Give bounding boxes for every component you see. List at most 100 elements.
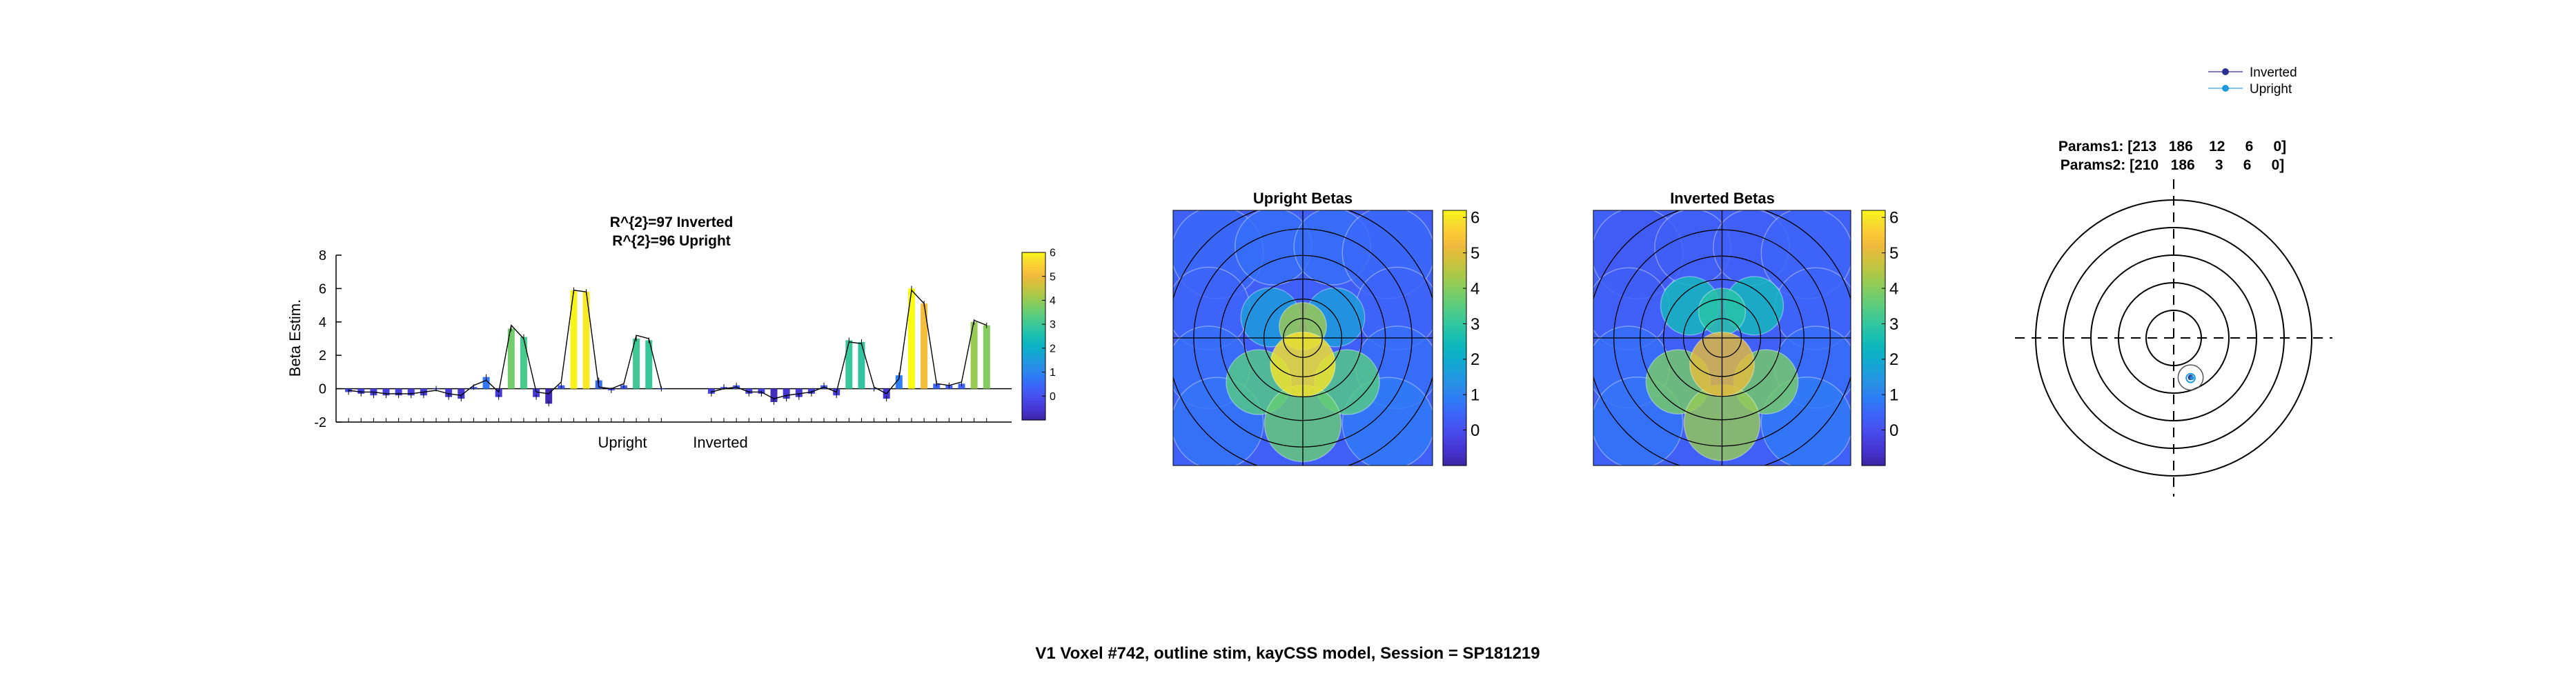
heatmap-colorbar-gradient-step xyxy=(1443,219,1466,224)
group-label-inverted: Inverted xyxy=(693,434,748,451)
bar-colorbar-gradient-step xyxy=(1022,272,1045,275)
bar-colorbar-gradient-step xyxy=(1022,350,1045,354)
bar-colorbar-gradient-step xyxy=(1022,325,1045,328)
inverted-betas-heatmap xyxy=(1593,210,1851,466)
heatmap-colorbar-tick-label: 2 xyxy=(1889,350,1898,369)
bar-colorbar-tick-label: 6 xyxy=(1050,248,1056,259)
heatmap-colorbar-gradient-step xyxy=(1443,278,1466,283)
bar-colorbar-gradient-step xyxy=(1022,261,1045,264)
heatmap-colorbar-gradient-step xyxy=(1443,414,1466,419)
heatmap-colorbar-tick-label: 3 xyxy=(1471,315,1479,334)
heatmap-colorbar-gradient-step xyxy=(1862,397,1885,403)
heatmap-colorbar-gradient-step xyxy=(1862,321,1885,326)
bar-colorbar-gradient-step xyxy=(1022,294,1045,298)
beta-bar xyxy=(907,288,915,389)
heatmap-colorbar-gradient-step xyxy=(1443,210,1466,215)
heatmap-colorbar-gradient-step xyxy=(1443,248,1466,254)
heatmap-colorbar-gradient-step xyxy=(1862,219,1885,224)
heatmap-colorbar-gradient-step xyxy=(1443,261,1466,266)
prf-points xyxy=(2177,364,2204,391)
heatmap-colorbar-gradient-step xyxy=(1862,431,1885,437)
heatmap-colorbar-tick-label: 4 xyxy=(1889,279,1898,298)
heatmap-colorbar-gradient-step xyxy=(1862,312,1885,317)
bar-colorbar-gradient-step xyxy=(1022,378,1045,381)
beta-bar xyxy=(407,388,415,396)
heatmap-colorbar-gradient-step xyxy=(1862,333,1885,339)
heatmap-colorbar-gradient-step xyxy=(1862,214,1885,219)
bar-colorbar-tick-label: 3 xyxy=(1050,319,1056,331)
heatmap-colorbar-gradient-step xyxy=(1862,231,1885,237)
heatmap-colorbar-gradient-step xyxy=(1862,295,1885,301)
heatmap-colorbar-gradient-step xyxy=(1443,389,1466,394)
bar-colorbar-gradient-step xyxy=(1022,291,1045,295)
bar-colorbar-gradient-step xyxy=(1022,317,1045,320)
heatmap-colorbar-gradient-step xyxy=(1443,291,1466,296)
inverted-betas-frame xyxy=(1593,210,1851,466)
heatmap-colorbar-tick-label: 4 xyxy=(1471,279,1479,298)
heatmap-colorbar-gradient-step xyxy=(1443,303,1466,309)
heatmap-colorbar-gradient-step xyxy=(1443,223,1466,228)
beta-bar xyxy=(895,375,903,389)
beta-bar xyxy=(858,341,865,389)
bar-colorbar-tick-label: 5 xyxy=(1050,271,1056,283)
heatmap-colorbar-gradient-step xyxy=(1443,359,1466,364)
heatmap-colorbar-gradient-step xyxy=(1862,257,1885,262)
bar-colorbar-gradient-step xyxy=(1022,258,1045,261)
y-tick-label: 4 xyxy=(319,315,326,330)
bar-colorbar-frame xyxy=(1021,252,1046,421)
heatmap-colorbar-gradient-step xyxy=(1862,240,1885,245)
bar-colorbar-gradient-step xyxy=(1022,411,1045,415)
y-tick-label: 0 xyxy=(319,382,326,397)
legend-inverted-label: Inverted xyxy=(2250,66,2297,80)
beta-bar xyxy=(795,388,803,397)
heatmap-colorbar-gradient-step xyxy=(1862,368,1885,372)
beta-bar xyxy=(582,292,590,389)
heatmap-colorbar-gradient-step xyxy=(1443,419,1466,423)
heatmap-colorbar-gradient-step xyxy=(1862,419,1885,423)
heatmap-colorbar-gradient-step xyxy=(1443,393,1466,398)
heatmap-colorbar-gradient-step xyxy=(1443,363,1466,368)
heatmap-colorbar-gradient-step xyxy=(1862,342,1885,347)
heatmap-colorbar-tick-label: 6 xyxy=(1889,209,1898,228)
heatmap-colorbar-gradient-step xyxy=(1443,380,1466,386)
beta-bar xyxy=(921,303,928,389)
heatmap-colorbar-gradient-step xyxy=(1443,397,1466,403)
legend-upright-label: Upright xyxy=(2250,82,2292,97)
heatmap-colorbar-tick-label: 1 xyxy=(1471,386,1479,405)
heatmap-colorbar-gradient-step xyxy=(1862,363,1885,368)
bar-chart-title-line-1: R^{2}=97 Inverted xyxy=(610,214,734,230)
bar-colorbar-gradient-step xyxy=(1022,286,1045,290)
heatmap-colorbar-gradient-step xyxy=(1443,325,1466,330)
bar-colorbar-gradient-step xyxy=(1022,319,1045,323)
prf-inverted-size-circle xyxy=(2177,364,2204,391)
heatmap-colorbar-gradient-step xyxy=(1443,448,1466,454)
y-tick-label: 2 xyxy=(319,348,326,363)
beta-bar xyxy=(545,388,553,404)
heatmap-colorbar-gradient-step xyxy=(1862,274,1885,279)
bar-colorbar-gradient-step xyxy=(1022,308,1045,312)
bar-colorbar-gradient-step xyxy=(1022,400,1045,404)
heatmap-colorbar-tick-label: 6 xyxy=(1471,209,1479,228)
fit-line-inverted xyxy=(711,289,987,399)
bar-colorbar-gradient-step xyxy=(1022,403,1045,407)
bar-colorbar-gradient-step xyxy=(1022,269,1045,272)
beta-bar xyxy=(570,290,578,389)
bar-colorbar-gradient-step xyxy=(1022,299,1045,303)
bar-colorbar-gradient-step xyxy=(1022,280,1045,284)
beta-bar xyxy=(783,388,790,399)
heatmap-colorbar-frame xyxy=(1442,210,1467,466)
bar-colorbar-gradient-step xyxy=(1022,305,1045,309)
bar-colorbar-gradient-step xyxy=(1022,263,1045,267)
bar-chart-y-axis-label: Beta Estim. xyxy=(286,299,304,377)
upright-betas-colorbar: 0 1 2 3 4 5 6 xyxy=(1442,209,1479,466)
bar-colorbar-gradient-step xyxy=(1022,394,1045,399)
heatmap-colorbar-gradient-step xyxy=(1443,299,1466,305)
heatmap-colorbar-gradient-step xyxy=(1862,270,1885,275)
heatmap-colorbar-gradient-step xyxy=(1443,410,1466,415)
heatmap-colorbar-tick-label: 1 xyxy=(1889,386,1898,405)
bar-colorbar-tick-label: 2 xyxy=(1050,343,1056,354)
beta-bar-chart: R^{2}=97 Inverted R^{2}=96 Upright Beta … xyxy=(286,214,1056,451)
heatmap-colorbar-gradient-step xyxy=(1443,368,1466,372)
prf-legend: Inverted Upright xyxy=(2200,61,2310,98)
